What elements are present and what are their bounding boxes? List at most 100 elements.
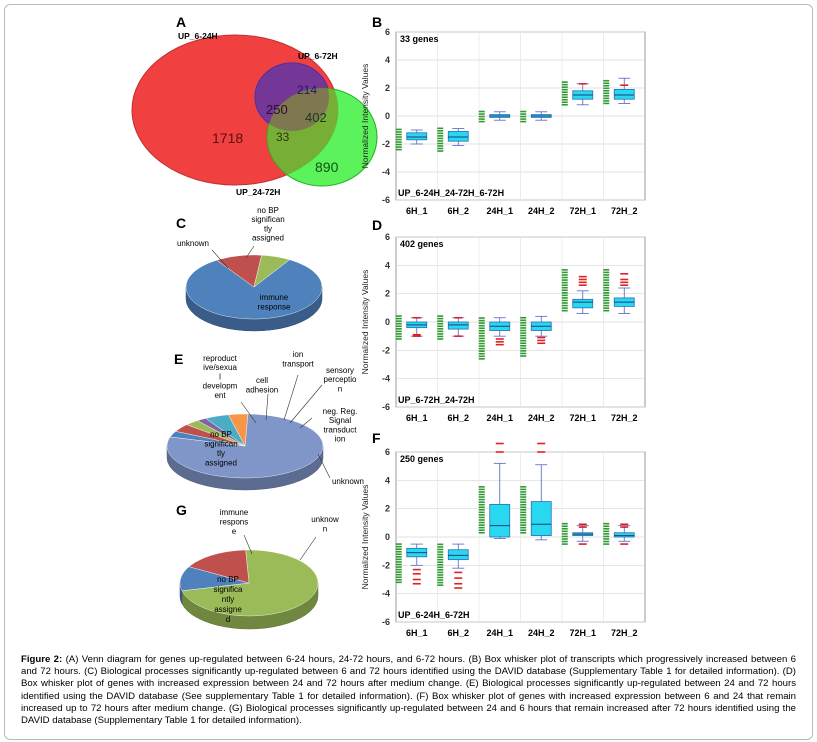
figure-canvas: A UP_6-24H UP_6-72H UP_24-72H 1718 214 8… <box>131 14 646 638</box>
b-x-tick: 72H_1 <box>569 206 596 216</box>
panel-f-letter: F <box>372 430 381 446</box>
b-x-tick: 24H_1 <box>486 206 513 216</box>
c-pie-leader-1 <box>211 249 229 269</box>
f-footer-label: UP_6-24H_6-72H <box>398 610 470 620</box>
b-box <box>447 130 469 142</box>
d-x-tick: 72H_1 <box>569 413 596 423</box>
venn-count-only-6-24: 1718 <box>212 130 243 146</box>
figure-caption: Figure 2: (A) Venn diagram for genes up-… <box>21 654 796 727</box>
f-x-tick: 24H_2 <box>528 628 555 638</box>
e-pie-leader-5 <box>299 417 313 429</box>
e-pie-label-2: cell adhesion <box>246 376 278 395</box>
e-pie-leader-2 <box>265 393 269 421</box>
b-x-tick: 6H_1 <box>406 206 428 216</box>
f-x-tick: 72H_1 <box>569 628 596 638</box>
d-y-label: Normalized Intensity Values <box>360 270 370 375</box>
b-y-tick: 4 <box>385 55 390 65</box>
d-x-tick: 24H_1 <box>486 413 513 423</box>
e-pie-label-1: reproduct ive/sexua l developm ent <box>203 354 238 400</box>
f-y-tick: 2 <box>385 504 390 514</box>
panel-a-letter: A <box>176 14 186 30</box>
e-pie-label-6: unknown <box>332 477 364 486</box>
d-y-tick: -4 <box>382 374 390 384</box>
f-box <box>530 501 552 536</box>
b-y-tick: -2 <box>382 139 390 149</box>
b-y-tick: -4 <box>382 167 390 177</box>
d-box <box>447 321 469 330</box>
b-y-tick: -6 <box>382 195 390 205</box>
c-pie-slice-0 <box>185 259 323 320</box>
venn-label-6-24: UP_6-24H <box>178 31 218 41</box>
c-pie-label-0: immune response <box>258 293 291 312</box>
f-x-tick: 6H_2 <box>447 628 469 638</box>
pie-chart-e: E no BP significan tly assigned reproduct ive… <box>166 350 364 491</box>
b-x-tick: 24H_2 <box>528 206 555 216</box>
e-pie-label-4: sensory perceptio n <box>324 366 357 393</box>
venn-overlap-6-24-24-72 <box>267 88 338 185</box>
venn-count-6-24-and-6-72: 250 <box>266 102 288 117</box>
b-gene-count: 33 genes <box>400 34 439 44</box>
d-y-tick: 0 <box>385 317 390 327</box>
pie-chart-g: G no BP significa ntly assigne d immune respon… <box>176 502 339 630</box>
d-footer-label: UP_6-72H_24-72H <box>398 395 475 405</box>
d-box <box>572 298 594 309</box>
venn-count-only-24-72: 890 <box>315 159 339 175</box>
boxplot-d: D 6 4 2 0 -2 -4 -6 Normalized Intensity Values 4… <box>360 217 646 423</box>
d-x-tick: 6H_1 <box>406 413 428 423</box>
b-y-tick: 0 <box>385 111 390 121</box>
f-box <box>613 532 635 538</box>
panel-g-letter: G <box>176 502 187 518</box>
b-x-tick: 6H_2 <box>447 206 469 216</box>
e-pie-slice-6 <box>228 413 249 447</box>
c-pie-slice-2 <box>253 254 291 288</box>
g-pie-slice-1 <box>179 566 250 592</box>
venn-count-all-sets: 33 <box>276 130 290 144</box>
b-x-tick: 72H_2 <box>611 206 638 216</box>
f-y-label: Normalized Intensity Values <box>360 485 370 590</box>
b-footer-label: UP_6-24H_24-72H_6-72H <box>398 188 504 198</box>
f-x-tick: 6H_1 <box>406 628 428 638</box>
panel-b-letter: B <box>372 14 382 30</box>
c-pie-label-2: no BP significan tly assigned <box>251 206 284 243</box>
f-x-tick: 72H_2 <box>611 628 638 638</box>
g-pie-label-2: unknow n <box>311 515 339 534</box>
d-y-tick: -6 <box>382 402 390 412</box>
f-y-tick: 4 <box>385 475 390 485</box>
boxplot-f: F 6 4 2 0 -2 -4 -6 Normalized Intensity Values 2… <box>360 430 646 638</box>
d-y-tick: -2 <box>382 345 390 355</box>
panel-d-letter: D <box>372 217 382 233</box>
g-pie-slice-2 <box>188 549 250 584</box>
venn-label-6-72: UP_6-72H <box>298 51 338 61</box>
e-pie-leader-4 <box>289 384 323 424</box>
panel-c-letter: C <box>176 215 186 231</box>
e-pie-label-3: ion transport <box>282 350 314 369</box>
venn-diagram: A UP_6-24H UP_6-72H UP_24-72H 1718 214 8… <box>131 14 378 197</box>
d-x-tick: 6H_2 <box>447 413 469 423</box>
g-pie-label-0: no BP significa ntly assigne d <box>214 575 243 624</box>
caption-text: (A) Venn diagram for genes up-regulated … <box>21 654 796 727</box>
b-y-tick: 2 <box>385 83 390 93</box>
venn-label-24-72: UP_24-72H <box>236 187 280 197</box>
caption-label: Figure 2: <box>21 654 63 665</box>
panel-e-letter: E <box>174 351 183 367</box>
g-pie-leader-2 <box>299 536 317 561</box>
c-pie-label-1: unknown <box>177 239 209 248</box>
d-y-tick: 4 <box>385 260 390 270</box>
f-box <box>447 549 469 561</box>
g-pie-leader-1 <box>243 534 253 555</box>
f-y-tick: -2 <box>382 560 390 570</box>
f-x-tick: 24H_1 <box>486 628 513 638</box>
b-y-label: Normalized Intensity Values <box>360 64 370 169</box>
f-y-tick: 6 <box>385 447 390 457</box>
d-y-tick: 6 <box>385 232 390 242</box>
d-gene-count: 402 genes <box>400 239 444 249</box>
d-y-tick: 2 <box>385 289 390 299</box>
g-pie-slice-0 <box>181 549 319 617</box>
e-pie-label-5: neg. Reg. Signal transduct ion <box>323 407 358 444</box>
f-y-tick: -6 <box>382 617 390 627</box>
d-x-tick: 24H_2 <box>528 413 555 423</box>
e-pie-leader-6 <box>317 453 331 479</box>
b-y-tick: 6 <box>385 27 390 37</box>
c-pie-leader-2 <box>245 245 255 259</box>
venn-count-only-6-72: 214 <box>297 83 317 97</box>
